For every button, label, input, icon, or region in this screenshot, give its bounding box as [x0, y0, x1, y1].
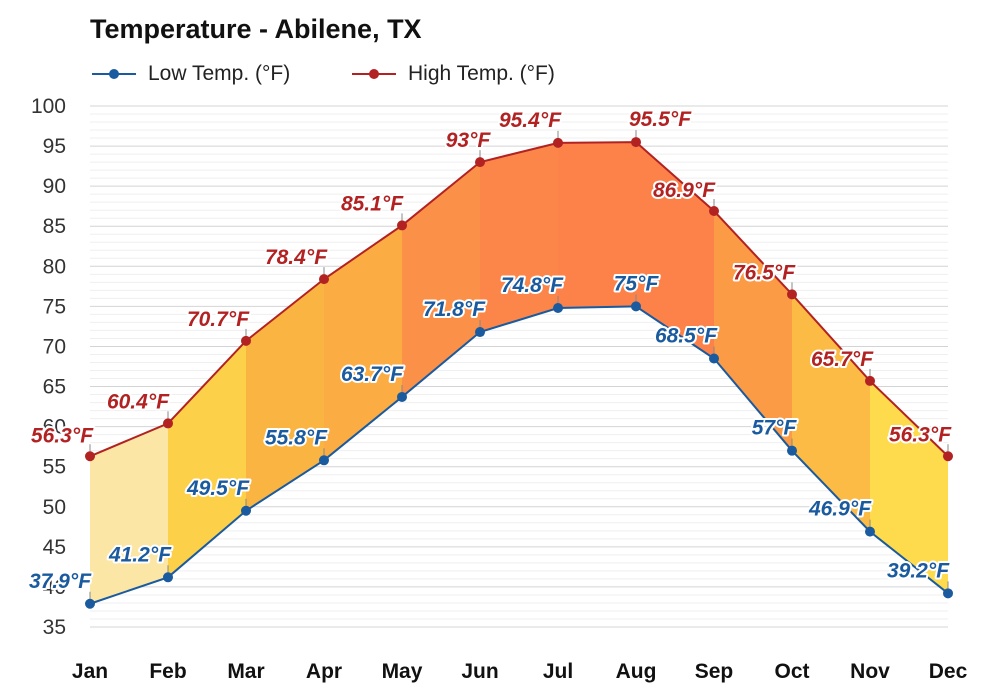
high-temp-point — [865, 375, 875, 386]
chart-title: Temperature - Abilene, TX — [90, 14, 422, 44]
legend-high-swatch — [352, 69, 396, 79]
y-tick-label: 85 — [43, 215, 66, 238]
high-temp-label: 60.4°F — [107, 390, 170, 413]
high-temp-label: 78.4°F — [265, 246, 328, 269]
high-temp-point — [241, 335, 251, 346]
y-tick-label: 95 — [43, 135, 66, 158]
legend-low-swatch — [92, 69, 136, 79]
legend-high-label: High Temp. (°F) — [408, 62, 555, 85]
low-temp-label: 68.5°F — [655, 324, 718, 347]
low-temp-label: 71.8°F — [423, 298, 486, 321]
low-temp-point — [865, 526, 875, 537]
temperature-band — [480, 142, 558, 333]
x-tick-label: Jul — [543, 660, 573, 683]
low-temp-label: 37.9°F — [29, 570, 92, 593]
low-temp-line — [89, 305, 949, 605]
high-temp-point — [709, 206, 719, 217]
low-temp-point — [241, 505, 251, 516]
y-tick-label: 45 — [43, 536, 66, 559]
temperature-band — [714, 211, 792, 451]
x-tick-label: Mar — [227, 660, 264, 683]
high-temp-point — [631, 137, 641, 148]
low-temp-label: 49.5°F — [186, 477, 250, 500]
temperature-band — [636, 142, 714, 359]
temperature-band — [558, 142, 636, 308]
low-temp-point — [475, 327, 485, 338]
high-temp-point — [475, 157, 485, 168]
temperature-band — [402, 162, 480, 397]
x-tick-label: May — [382, 660, 423, 683]
high-temp-line — [89, 141, 949, 458]
x-tick-label: Oct — [774, 660, 809, 683]
temperature-band — [870, 380, 948, 594]
low-temp-point — [787, 445, 797, 456]
low-temp-label: 74.8°F — [501, 274, 564, 297]
high-temp-label: 56.3°F — [889, 423, 952, 446]
high-temp-point — [397, 220, 407, 231]
y-tick-label: 35 — [43, 616, 66, 639]
legend-low-label: Low Temp. (°F) — [148, 62, 291, 85]
y-tick-label: 65 — [43, 376, 66, 399]
x-tick-label: Jun — [461, 660, 498, 683]
temperature-band — [792, 294, 870, 532]
low-temp-point — [553, 302, 563, 313]
high-temp-point — [787, 289, 797, 300]
high-temp-label: 95.5°F — [629, 108, 692, 131]
x-tick-label: Nov — [850, 660, 890, 683]
high-temp-point — [553, 137, 563, 148]
low-temp-point — [85, 598, 95, 609]
y-tick-label: 40 — [43, 576, 66, 599]
low-temp-point — [943, 588, 953, 599]
low-temp-label: 41.2°F — [108, 543, 172, 566]
y-tick-label: 70 — [43, 335, 66, 358]
low-temp-label: 63.7°F — [341, 363, 404, 386]
x-tick-label: Feb — [149, 660, 186, 683]
high-temp-point — [943, 451, 953, 462]
high-temp-label: 93°F — [446, 129, 492, 152]
low-temp-label: 46.9°F — [808, 498, 872, 521]
temperature-band — [90, 423, 168, 604]
temperature-band — [324, 225, 402, 461]
low-temp-point — [709, 353, 719, 364]
high-temp-label: 95.4°F — [499, 109, 562, 132]
low-temp-point — [163, 572, 173, 583]
high-temp-point — [319, 274, 329, 285]
x-tick-label: Aug — [616, 660, 657, 683]
y-tick-label: 50 — [43, 496, 66, 519]
high-temp-label: 86.9°F — [653, 179, 716, 202]
y-tick-label: 100 — [31, 95, 66, 118]
temperature-band — [168, 340, 246, 578]
low-temp-point — [319, 455, 329, 466]
x-tick-label: Sep — [695, 660, 734, 683]
temperature-band — [246, 279, 324, 511]
high-temp-point — [85, 451, 95, 462]
low-temp-point — [397, 391, 407, 402]
y-tick-label: 80 — [43, 255, 66, 278]
high-temp-label: 65.7°F — [811, 348, 874, 371]
low-temp-label: 39.2°F — [887, 559, 950, 582]
low-temp-label: 75°F — [614, 272, 660, 295]
y-tick-label: 90 — [43, 175, 66, 198]
x-tick-label: Apr — [306, 660, 342, 683]
x-tick-label: Jan — [72, 660, 108, 683]
legend-item-low: Low Temp. (°F) — [90, 62, 290, 86]
high-temp-label: 76.5°F — [733, 261, 796, 284]
y-tick-label: 55 — [43, 456, 66, 479]
y-tick-label: 60 — [43, 416, 66, 439]
x-tick-label: Dec — [929, 660, 968, 683]
low-temp-label: 55.8°F — [265, 426, 328, 449]
high-temp-label: 56.3°F — [31, 424, 94, 447]
high-temp-point — [163, 418, 173, 429]
y-tick-label: 75 — [43, 295, 66, 318]
high-temp-label: 85.1°F — [341, 192, 404, 215]
legend-item-high: High Temp. (°F) — [350, 62, 555, 86]
high-temp-label: 70.7°F — [187, 308, 250, 331]
low-temp-label: 57°F — [752, 417, 798, 440]
low-temp-point — [631, 301, 641, 312]
